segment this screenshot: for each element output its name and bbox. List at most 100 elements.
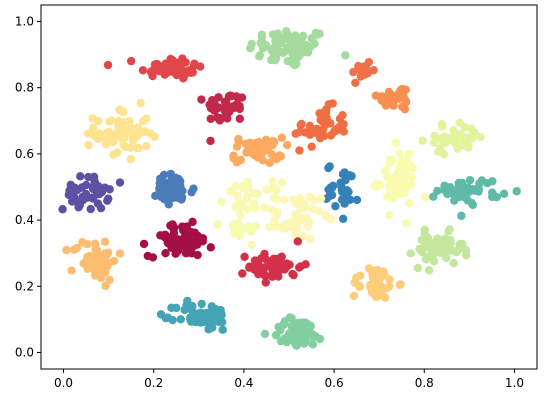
data-point-cluster-24 — [290, 320, 300, 329]
data-point-cluster-11 — [227, 187, 236, 196]
data-point-cluster-2 — [184, 66, 194, 75]
data-point-cluster-12 — [177, 193, 187, 202]
data-point-cluster-9 — [265, 158, 274, 168]
data-point-cluster-19 — [455, 240, 464, 249]
data-point-cluster-23 — [187, 306, 197, 315]
data-point-cluster-20 — [87, 261, 97, 271]
data-point-cluster-12 — [176, 185, 186, 194]
data-point-cluster-1 — [301, 47, 310, 57]
data-point-cluster-24 — [282, 333, 291, 342]
data-point-cluster-2 — [138, 66, 148, 75]
data-point-cluster-10 — [394, 188, 403, 197]
data-point-cluster-24 — [301, 333, 310, 342]
data-point-cluster-21 — [254, 270, 263, 279]
data-point-cluster-8 — [439, 138, 448, 147]
data-point-cluster-6 — [291, 129, 300, 138]
data-point-cluster-7 — [133, 123, 143, 132]
data-point-cluster-16 — [316, 194, 326, 203]
data-point-cluster-4 — [389, 100, 398, 110]
data-point-cluster-21 — [261, 278, 270, 287]
data-point-cluster-21 — [240, 252, 249, 261]
y-axis: 0.0 0.2 0.4 0.6 0.8 1.0 — [15, 15, 41, 359]
data-point-cluster-24 — [303, 320, 312, 330]
data-point-cluster-16 — [272, 195, 281, 204]
data-point-cluster-19 — [424, 266, 434, 275]
data-point-cluster-11 — [244, 181, 253, 191]
data-point-cluster-8 — [453, 144, 462, 153]
data-point-cluster-7 — [120, 133, 129, 142]
data-point-cluster-16 — [321, 211, 330, 220]
data-point-cluster-7 — [119, 140, 128, 150]
data-point-cluster-2 — [148, 66, 158, 75]
data-point-cluster-7 — [139, 116, 148, 126]
data-point-cluster-8 — [434, 147, 443, 156]
data-point-cluster-1 — [310, 39, 319, 48]
data-point-cluster-18 — [188, 217, 197, 227]
data-point-cluster-5 — [223, 101, 232, 110]
data-point-cluster-1 — [246, 44, 255, 53]
data-point-cluster-15 — [468, 200, 478, 210]
x-tick-label: 0.6 — [325, 376, 344, 390]
data-point-cluster-23 — [216, 305, 225, 315]
data-point-cluster-12 — [165, 182, 175, 191]
data-point-cluster-15 — [433, 186, 442, 196]
data-point-cluster-7 — [102, 136, 111, 146]
data-point-cluster-6 — [306, 128, 315, 137]
data-point-cluster-1 — [262, 41, 271, 50]
data-point-cluster-23 — [207, 323, 217, 332]
data-point-cluster-22 — [356, 271, 365, 280]
data-point-cluster-18 — [143, 251, 153, 261]
data-point-cluster-20 — [69, 245, 79, 254]
data-point-cluster-7 — [126, 143, 135, 152]
points-layer — [58, 27, 521, 350]
data-point-cluster-14 — [84, 172, 93, 182]
data-point-cluster-23 — [197, 309, 206, 319]
data-point-cluster-15 — [483, 178, 492, 188]
data-point-cluster-15 — [470, 186, 479, 195]
data-point-cluster-6 — [297, 119, 306, 129]
data-point-cluster-14 — [58, 205, 67, 214]
data-point-cluster-20 — [92, 245, 102, 255]
data-point-cluster-2 — [177, 66, 187, 75]
data-point-cluster-9 — [261, 135, 271, 145]
data-point-cluster-13 — [337, 182, 346, 191]
data-point-cluster-23 — [197, 299, 206, 309]
data-point-cluster-3 — [364, 57, 374, 67]
data-point-cluster-15 — [475, 179, 484, 188]
data-point-cluster-1 — [341, 51, 350, 60]
data-point-cluster-7 — [88, 123, 98, 133]
data-point-cluster-17 — [251, 222, 260, 231]
data-point-cluster-3 — [360, 66, 370, 76]
data-point-cluster-6 — [315, 133, 325, 143]
data-point-cluster-11 — [262, 185, 271, 194]
data-point-cluster-6 — [322, 113, 331, 123]
data-point-cluster-16 — [303, 222, 313, 231]
data-point-cluster-7 — [142, 141, 151, 151]
data-point-cluster-5 — [206, 114, 215, 123]
data-point-cluster-1 — [296, 35, 306, 44]
data-point-cluster-5 — [197, 95, 206, 104]
data-point-cluster-16 — [272, 210, 281, 219]
data-point-cluster-18 — [182, 222, 192, 231]
data-point-cluster-7 — [84, 140, 93, 150]
data-point-cluster-23 — [172, 303, 181, 313]
data-point-cluster-5 — [213, 113, 222, 122]
data-point-cluster-5 — [206, 136, 215, 146]
data-point-cluster-14 — [86, 204, 95, 214]
data-point-cluster-7 — [83, 129, 93, 138]
data-point-cluster-18 — [206, 243, 215, 252]
data-point-cluster-7 — [136, 98, 145, 108]
data-point-cluster-6 — [312, 124, 322, 133]
data-point-cluster-1 — [255, 51, 265, 60]
data-point-cluster-11 — [243, 205, 252, 214]
data-point-cluster-12 — [164, 200, 173, 209]
data-point-cluster-2 — [181, 58, 190, 67]
y-tick-label: 1.0 — [15, 15, 34, 29]
data-point-cluster-18 — [159, 232, 169, 241]
data-point-cluster-20 — [105, 275, 114, 285]
data-point-cluster-5 — [206, 101, 216, 110]
data-point-cluster-9 — [243, 146, 253, 155]
data-point-cluster-19 — [427, 239, 436, 249]
data-point-cluster-1 — [276, 39, 285, 48]
